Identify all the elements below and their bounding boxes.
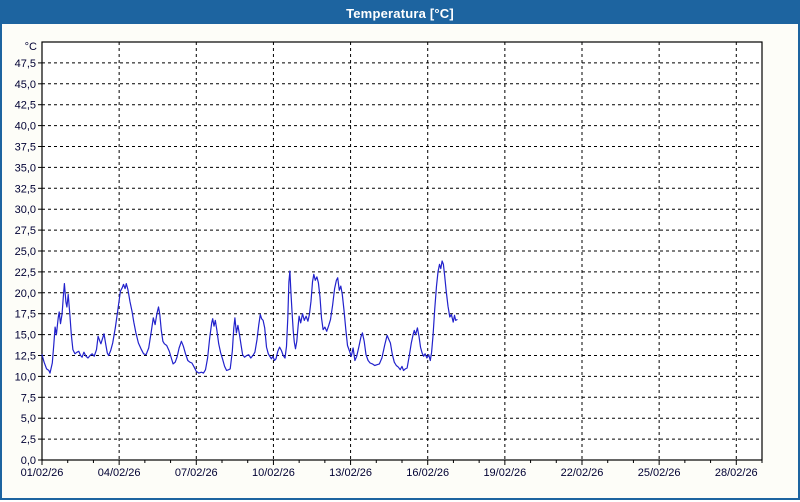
y-tick-label: 35,0 [15, 162, 36, 174]
x-tick-label: 25/02/26 [638, 467, 681, 479]
y-tick-label: 5,0 [21, 413, 36, 425]
x-tick-label: 04/02/26 [98, 467, 141, 479]
y-tick-label: 7,5 [21, 392, 36, 404]
y-axis-unit-label: °C [25, 41, 37, 53]
y-tick-label: 32,5 [15, 183, 36, 195]
y-tick-label: 47,5 [15, 58, 36, 70]
y-tick-label: 25,0 [15, 246, 36, 258]
y-tick-label: 0,0 [21, 455, 36, 467]
y-tick-label: 30,0 [15, 204, 36, 216]
y-tick-label: 22,5 [15, 267, 36, 279]
x-tick-label: 19/02/26 [483, 467, 526, 479]
y-tick-label: 40,0 [15, 121, 36, 133]
x-tick-label: 13/02/26 [329, 467, 372, 479]
y-tick-label: 45,0 [15, 79, 36, 91]
y-tick-label: 10,0 [15, 371, 36, 383]
x-tick-label: 16/02/26 [406, 467, 449, 479]
temperature-series-line [41, 260, 458, 374]
x-tick-label: 22/02/26 [561, 467, 604, 479]
window-title-bar[interactable]: Temperatura [°C] [2, 2, 798, 24]
y-tick-label: 12,5 [15, 351, 36, 363]
y-tick-label: 20,0 [15, 288, 36, 300]
gridlines [42, 42, 762, 460]
y-tick-label: 2,5 [21, 434, 36, 446]
y-tick-label: 17,5 [15, 309, 36, 321]
x-axis-labels: 01/02/26 04/02/26 07/02/26 10/02/26 13/02/26… [21, 467, 758, 479]
x-tick-label: 10/02/26 [252, 467, 295, 479]
y-tick-label: 42,5 [15, 100, 36, 112]
y-tick-label: 27,5 [15, 225, 36, 237]
x-tick-label: 01/02/26 [21, 467, 64, 479]
chart-title: Temperatura [°C] [346, 5, 454, 21]
y-tick-label: 15,0 [15, 330, 36, 342]
y-axis-labels: 0,0 2,5 5,0 7,5 10,0 12,5 15,0 17,5 20,0 22,5 25,0… [15, 41, 37, 467]
y-tick-label: 37,5 [15, 142, 36, 154]
x-tick-label: 07/02/26 [175, 467, 218, 479]
x-tick-label: 28/02/26 [715, 467, 758, 479]
plot-frame [41, 41, 763, 461]
